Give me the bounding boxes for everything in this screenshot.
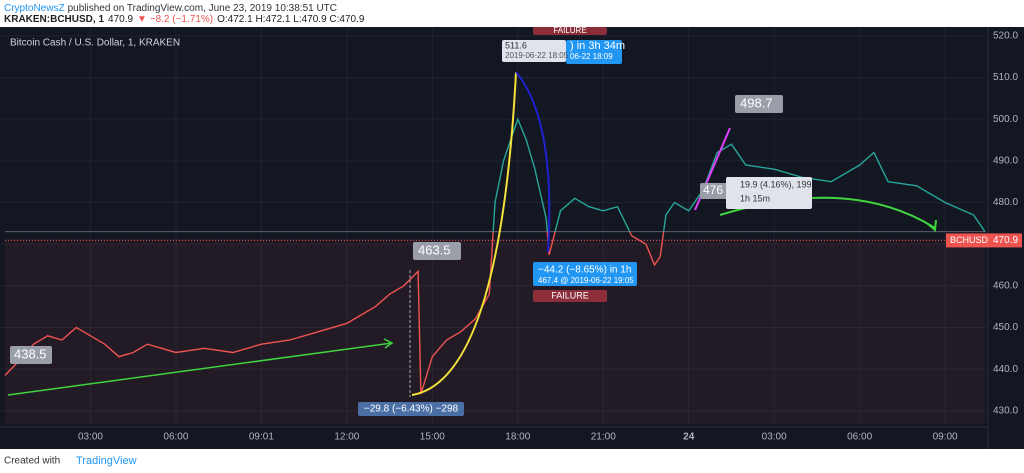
annotation-box bbox=[726, 177, 812, 209]
annotation-box bbox=[700, 183, 728, 199]
header-line: CryptoNewsZ published on TradingView.com,… bbox=[4, 3, 337, 14]
chart-title: Bitcoin Cash / U.S. Dollar, 1, KRAKEN bbox=[10, 38, 180, 49]
publisher: CryptoNewsZ bbox=[4, 3, 65, 14]
arrow-head bbox=[383, 338, 394, 349]
annotation-box bbox=[533, 290, 607, 302]
annotation-text: 19.9 (4.16%), 199 bbox=[740, 179, 812, 189]
annotation-box bbox=[533, 27, 607, 35]
annotation-text: −29.8 (−6.43%) −298 bbox=[364, 404, 459, 415]
annotation-box bbox=[10, 346, 52, 364]
x-tick-label: 09:00 bbox=[933, 432, 958, 443]
x-tick-label: 12:00 bbox=[334, 432, 359, 443]
y-tick-label: 490.0 bbox=[993, 155, 1018, 166]
footer-created: Created with bbox=[4, 456, 60, 467]
y-tick-label: 510.0 bbox=[993, 72, 1018, 83]
arrow-head bbox=[927, 219, 937, 233]
x-tick-label: 06:00 bbox=[847, 432, 872, 443]
annotation-text: FAILURE bbox=[551, 290, 589, 300]
annotation-box bbox=[502, 40, 566, 62]
annotation-box bbox=[413, 242, 461, 260]
annotation-box bbox=[533, 262, 637, 286]
annotation-text: 511.6 bbox=[505, 40, 527, 50]
annotation-box bbox=[358, 402, 464, 416]
y-tick-label: 430.0 bbox=[993, 405, 1018, 416]
grid: 430.0440.0450.0460.0470.0480.0490.0500.0… bbox=[0, 27, 1018, 449]
symbol: KRAKEN:BCHUSD, 1 bbox=[4, 14, 104, 25]
ohlc: O:472.1 H:472.1 L:470.9 C:470.9 bbox=[217, 14, 365, 25]
annotation-text: 2019-06-22 18:05 bbox=[505, 51, 569, 60]
annotation-text: 467.4 @ 2019-06-22 19:05 bbox=[538, 276, 634, 285]
x-tick-label: 24 bbox=[683, 432, 695, 443]
below-zone bbox=[5, 239, 985, 424]
x-tick-label: 03:00 bbox=[762, 432, 787, 443]
chart-bg bbox=[0, 27, 1024, 449]
trend-arrow bbox=[7, 342, 393, 396]
x-tick-label: 15:00 bbox=[420, 432, 445, 443]
y-tick-label: 450.0 bbox=[993, 322, 1018, 333]
annotation-text: 463.5 bbox=[418, 242, 451, 257]
y-tick-label: 480.0 bbox=[993, 197, 1018, 208]
footer-brand: TradingView bbox=[76, 455, 137, 467]
annotation-text: 476 bbox=[703, 183, 723, 197]
annotation-text: −44.2 (−8.65%) in 1h bbox=[538, 265, 631, 276]
price-line bbox=[4, 117, 986, 395]
published: published on TradingView.com, June 23, 2… bbox=[68, 3, 337, 14]
y-tick-label: 500.0 bbox=[993, 114, 1018, 125]
plot: BCHUSD 470.9 bbox=[4, 117, 1022, 395]
price-tag-bg bbox=[946, 233, 988, 248]
annotation-text: FAILURE bbox=[553, 26, 586, 35]
annotation-text: ) in 3h 34m bbox=[570, 40, 625, 52]
annotation-box bbox=[566, 40, 622, 64]
y-tick-label: 520.0 bbox=[993, 30, 1018, 41]
x-tick-label: 09:01 bbox=[249, 432, 274, 443]
annotations: 438.5 463.5 498.7 476 −29.8 (−6.43%) −298 511… bbox=[10, 26, 812, 416]
symbol-line: KRAKEN:BCHUSD, 1 470.9 ▼ −8.2 (−1.71%) O:47… bbox=[4, 14, 365, 25]
y-tick-label: 440.0 bbox=[993, 364, 1018, 375]
last: 470.9 bbox=[108, 14, 133, 25]
yellow-curve bbox=[411, 71, 517, 396]
annotation-text: 438.5 bbox=[14, 346, 47, 361]
annotation-text: 1h 15m bbox=[740, 193, 770, 203]
x-tick-label: 06:00 bbox=[163, 432, 188, 443]
annotation-text: 06-22 18:09 bbox=[570, 52, 613, 61]
y-tick-label: 460.0 bbox=[993, 280, 1018, 291]
x-tick-label: 21:00 bbox=[591, 432, 616, 443]
price-tag-bg bbox=[988, 233, 1022, 248]
x-tick-label: 18:00 bbox=[505, 432, 530, 443]
change: ▼ −8.2 (−1.71%) bbox=[137, 14, 213, 25]
annotation-text: 498.7 bbox=[740, 95, 773, 110]
blue-curve bbox=[515, 71, 551, 253]
price-tag-name: BCHUSD bbox=[950, 235, 989, 245]
annotation-box bbox=[735, 95, 783, 113]
price-tag-label: 470.9 bbox=[993, 235, 1018, 246]
x-tick-label: 03:00 bbox=[78, 432, 103, 443]
